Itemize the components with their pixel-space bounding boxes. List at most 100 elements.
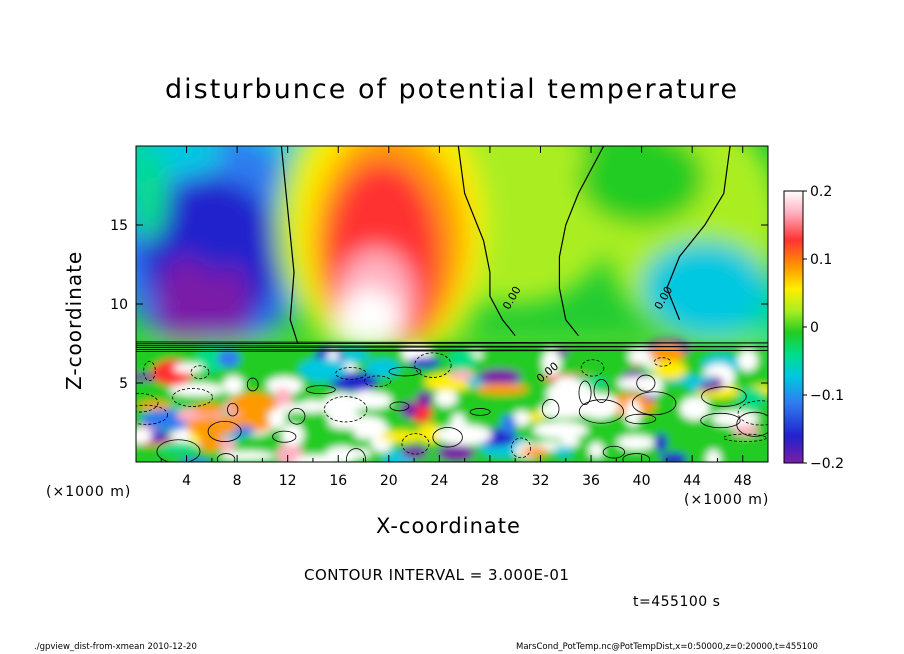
turbulence-blob	[198, 431, 223, 452]
field-blob	[578, 146, 705, 225]
turbulence-blob	[281, 423, 305, 446]
contour-loop	[580, 359, 605, 377]
contour-loop	[469, 408, 491, 416]
contour-loop	[736, 411, 768, 437]
colorbar-tick-label: −0.1	[810, 388, 844, 404]
contour-loop	[323, 396, 368, 423]
x-tick-label: 20	[380, 473, 398, 489]
turbulence-blob	[136, 401, 173, 410]
turbulence-blob	[330, 372, 379, 392]
contour-loop	[510, 437, 531, 459]
turbulence-blob	[448, 349, 477, 373]
x-axis: 4 8 12 16 20 24 28 32 36 40 44 48	[160, 146, 752, 489]
field-blob	[154, 256, 219, 352]
turbulence-blob	[542, 348, 561, 377]
x-tick-label: 28	[481, 473, 499, 489]
y-tick-label: 15	[110, 218, 128, 234]
field-blob	[338, 288, 402, 352]
contour-loop	[288, 408, 306, 425]
turbulence-blob	[276, 442, 304, 462]
colorbar-tick-label: 0.1	[810, 252, 832, 268]
x-tick-label: 48	[734, 473, 752, 489]
turbulence-blob	[625, 399, 641, 427]
contour-line	[136, 341, 768, 344]
x-tick-label: 12	[279, 473, 297, 489]
contour-loop	[432, 427, 463, 448]
footer-right: MarsCond_PotTemp.nc@PotTempDist,x=0:5000…	[516, 642, 818, 652]
contour-loop	[272, 430, 297, 443]
turbulence-blob	[512, 410, 531, 427]
contour-loop	[578, 380, 592, 406]
turbulence-blob	[434, 389, 458, 407]
turbulence-blob	[738, 349, 758, 372]
contour-loop	[363, 375, 392, 387]
turbulence-blob	[436, 424, 492, 446]
turbulence-blob	[400, 400, 418, 419]
turbulence-blob	[588, 442, 604, 459]
contour-loop	[701, 386, 747, 407]
colorbar-tick-label: 0.2	[810, 184, 832, 200]
turbulence-blob	[401, 445, 429, 459]
temperature-field: 0.00 0.000.00	[136, 146, 768, 462]
contour-loop	[602, 445, 626, 459]
contour-loop	[593, 379, 610, 403]
x-tick-label: 8	[233, 473, 242, 489]
turbulence-blob	[546, 380, 594, 409]
turbulence-blob	[356, 392, 393, 409]
turbulence-blob	[223, 375, 244, 395]
colorbar-tick-label: −0.2	[810, 456, 844, 472]
turbulence-blob	[379, 430, 423, 443]
turbulence-blob	[217, 349, 240, 368]
x-axis-units: (×1000 m)	[46, 484, 132, 500]
turbulence-blob	[157, 441, 199, 454]
turbulence-blob	[185, 417, 238, 437]
turbulence-blob	[687, 380, 701, 392]
turbulence-blob	[628, 348, 654, 365]
field-blob	[211, 264, 250, 344]
y-axis: 5 10 15	[110, 218, 768, 392]
contour-line	[558, 146, 605, 336]
contour-loop	[700, 412, 741, 429]
turbulence-blob	[449, 369, 475, 381]
contour-loop	[172, 388, 213, 407]
contour-loop	[401, 433, 430, 455]
x-tick-label: 44	[683, 473, 701, 489]
x-tick-label: 4	[182, 473, 191, 489]
colorbar-gradient	[783, 190, 804, 464]
contour-loop	[389, 401, 410, 412]
turbulence-blob	[477, 368, 522, 385]
x-tick-label: 24	[430, 473, 448, 489]
x-tick-label: 40	[633, 473, 651, 489]
turbulence-blob	[408, 357, 441, 369]
footer-left: ./gpview_dist-from-xmean 2010-12-20	[34, 642, 197, 652]
turbulence-blob	[355, 448, 371, 458]
contour-loop	[190, 365, 210, 380]
contour-loop	[541, 399, 560, 419]
turbulence-blob	[616, 435, 655, 451]
turbulence-blob	[616, 376, 662, 390]
contour-interval-note: CONTOUR INTERVAL = 3.000E-01	[304, 566, 570, 584]
colorbar: 0.2 0.1 0 −0.1 −0.2	[783, 184, 844, 472]
turbulence-blob	[268, 406, 286, 429]
turbulence-blob	[679, 396, 710, 421]
contour-loop	[388, 366, 422, 377]
turbulence-blob	[365, 358, 401, 378]
contour-loop	[345, 448, 367, 462]
contour-loop	[622, 453, 651, 462]
time-stamp: t=455100 s	[633, 594, 721, 610]
turbulence-blob	[520, 446, 549, 457]
turbulence-blob	[168, 382, 225, 397]
contour-loop	[136, 404, 168, 425]
turbulence-blob	[560, 436, 580, 447]
field-blob	[641, 240, 768, 336]
contour-line	[457, 146, 516, 336]
turbulence-blob	[194, 403, 223, 415]
contour-loop	[156, 439, 201, 462]
y-tick-label: 10	[110, 297, 128, 313]
turbulence-blob	[266, 376, 303, 395]
contour-loop	[636, 374, 656, 392]
turbulence-blob	[136, 428, 153, 445]
contour-line	[136, 345, 768, 348]
turbulence-blob	[732, 424, 759, 437]
